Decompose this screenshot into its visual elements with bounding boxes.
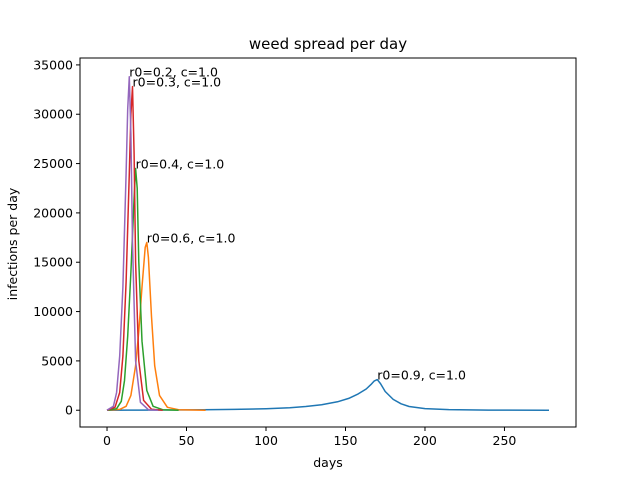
x-tick-label: 200 xyxy=(413,433,437,448)
y-tick-label: 25000 xyxy=(33,156,73,171)
annotation-label: r0=0.3, c=1.0 xyxy=(133,75,222,90)
y-axis: 0 5000 10000 15000 20000 25000 30000 35000 xyxy=(33,57,80,418)
x-axis-label: days xyxy=(313,455,343,470)
series-line-4 xyxy=(106,75,158,411)
y-axis-label: infections per day xyxy=(5,187,20,300)
x-tick-label: 150 xyxy=(334,433,358,448)
x-tick-label: 250 xyxy=(493,433,517,448)
y-tick-label: 5000 xyxy=(41,353,73,368)
y-tick-label: 30000 xyxy=(33,107,73,122)
annotation-label: r0=0.4, c=1.0 xyxy=(136,157,225,172)
y-tick-label: 15000 xyxy=(33,255,73,270)
x-tick-label: 100 xyxy=(254,433,278,448)
annotation-label: r0=0.9, c=1.0 xyxy=(377,368,466,383)
y-tick-label: 0 xyxy=(65,403,73,418)
series-line-3 xyxy=(106,85,163,411)
annotation-label: r0=0.2, c=1.0 xyxy=(129,65,218,80)
chart-title: weed spread per day xyxy=(249,35,407,53)
series-line-2 xyxy=(106,167,179,411)
x-tick-label: 50 xyxy=(179,433,195,448)
x-tick-label: 0 xyxy=(103,433,111,448)
x-axis: 0 50 100 150 200 250 xyxy=(103,427,516,448)
plot-frame xyxy=(79,57,577,428)
y-tick-label: 10000 xyxy=(33,304,73,319)
y-tick-label: 20000 xyxy=(33,205,73,220)
series-line-0 xyxy=(106,378,550,411)
series-line-1 xyxy=(106,241,206,411)
annotation-label: r0=0.6, c=1.0 xyxy=(147,231,236,246)
plot-area: r0=0.2, c=1.0r0=0.3, c=1.0 r0=0.4, c=1.0 r… xyxy=(106,65,550,411)
y-tick-label: 35000 xyxy=(33,57,73,72)
